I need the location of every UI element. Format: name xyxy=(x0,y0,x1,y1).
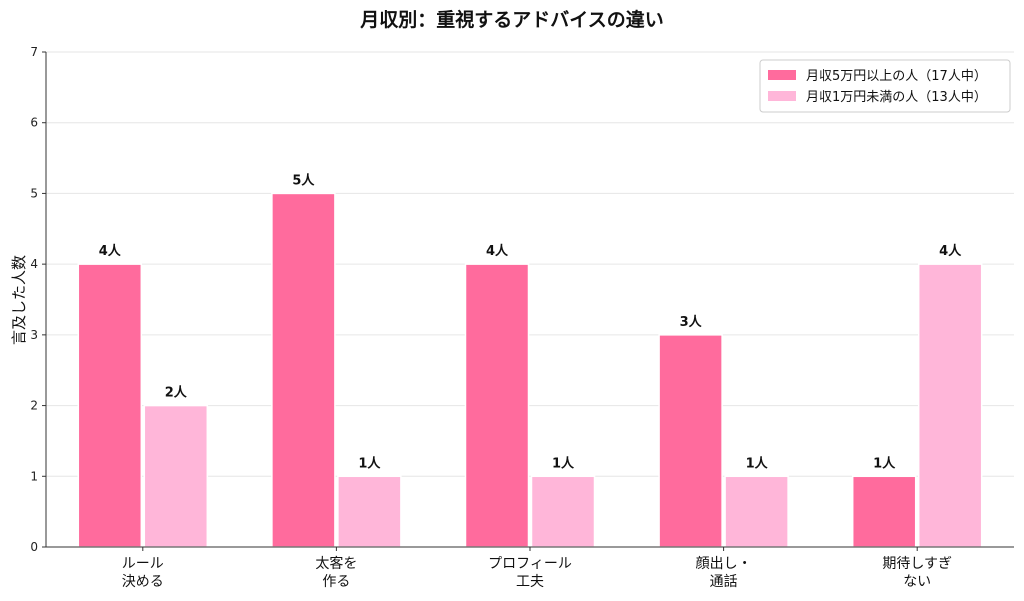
y-tick-label: 1 xyxy=(30,469,38,483)
bar-value-label: 1人 xyxy=(873,455,896,471)
x-tick-label-line: ない xyxy=(903,574,931,590)
y-tick-label: 2 xyxy=(30,399,38,413)
y-tick-label: 6 xyxy=(30,116,38,130)
bar xyxy=(464,263,530,548)
bar-value-label: 1人 xyxy=(746,455,769,471)
x-tick-label: 期待しすぎない xyxy=(882,556,952,590)
bar xyxy=(337,475,402,548)
data-labels: 4人 2人 5人 1人 4人 1人 3人 1人 1人 4人 xyxy=(99,172,962,471)
bar-value-label: 4人 xyxy=(939,243,962,259)
y-axis-label: 言及した人数 xyxy=(10,255,28,345)
legend: 月収5万円以上の人（17人中） 月収1万円未満の人（13人中） xyxy=(759,59,1011,113)
bar xyxy=(530,475,596,548)
y-tick-label: 0 xyxy=(30,540,38,554)
bar xyxy=(271,192,336,548)
y-tick-label: 4 xyxy=(30,257,38,271)
bar-value-label: 4人 xyxy=(486,243,509,259)
x-tick-label-line: 太客を xyxy=(315,555,357,572)
axes: 0 1 2 3 4 5 6 7 ルール決める 太客を作る プロフィール工夫 顔出し・通話 期待しすぎない xyxy=(30,45,1014,590)
bar-value-label: 5人 xyxy=(292,172,315,188)
bar xyxy=(658,334,723,548)
x-tick-label: プロフィール工夫 xyxy=(488,556,572,590)
x-tick-label-line: 通話 xyxy=(710,573,738,590)
bar-value-label: 1人 xyxy=(358,455,381,471)
y-tick-label: 5 xyxy=(30,186,38,200)
legend-swatch xyxy=(768,70,796,80)
x-tick-label-line: ルール xyxy=(122,556,164,572)
bar xyxy=(77,263,143,548)
legend-entry: 月収1万円未満の人（13人中） xyxy=(806,90,987,105)
y-tick-label: 3 xyxy=(30,328,38,342)
chart-title: 月収別：重視するアドバイスの違い xyxy=(359,8,663,31)
y-tick-label: 7 xyxy=(30,45,38,59)
bar xyxy=(917,263,983,548)
bars xyxy=(77,192,983,548)
x-tick-label-line: 工夫 xyxy=(516,574,544,590)
x-tick-label-line: 期待しすぎ xyxy=(882,556,952,572)
legend-swatch xyxy=(768,91,796,101)
x-tick-label-line: 顔出し・ xyxy=(696,556,752,572)
bar-value-label: 2人 xyxy=(165,385,188,401)
bar-value-label: 4人 xyxy=(99,243,122,259)
x-tick-label: 太客を作る xyxy=(315,555,357,590)
x-tick-label-line: 作る xyxy=(322,574,350,590)
bar xyxy=(724,475,789,548)
legend-box xyxy=(759,59,1011,113)
bar xyxy=(851,475,917,548)
bar xyxy=(143,404,209,548)
bar-value-label: 3人 xyxy=(680,314,703,330)
bar-value-label: 1人 xyxy=(552,455,575,471)
x-tick-label: ルール決める xyxy=(122,556,164,590)
x-tick-label-line: 決める xyxy=(122,574,164,590)
legend-entry: 月収5万円以上の人（17人中） xyxy=(806,69,987,84)
x-tick-label: 顔出し・通話 xyxy=(696,556,752,590)
x-tick-label-line: プロフィール xyxy=(488,556,572,572)
